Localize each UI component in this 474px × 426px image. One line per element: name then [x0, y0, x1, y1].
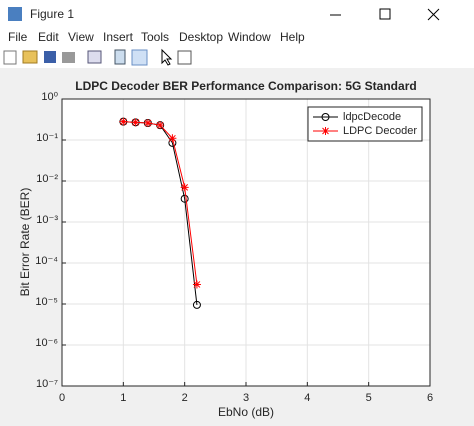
y-tick-label: 10⁻³: [36, 214, 58, 226]
y-tick-label: 10⁻⁷: [36, 378, 58, 390]
y-tick-label: 10⁻²: [36, 173, 58, 185]
toolbar-icon[interactable]: [161, 48, 173, 66]
title-bar: [0, 0, 474, 30]
window-title: Figure 1: [30, 7, 74, 21]
marker: [192, 280, 201, 289]
y-tick-label: 10⁻⁴: [35, 255, 58, 267]
chart-title: LDPC Decoder BER Performance Comparison:…: [75, 79, 416, 93]
menu-item[interactable]: Window: [228, 30, 271, 44]
toolbar-icon[interactable]: [22, 50, 38, 64]
y-tick-label: 10⁻⁶: [35, 337, 58, 349]
menu-item[interactable]: Tools: [141, 30, 169, 44]
marker: [119, 117, 128, 126]
close-button[interactable]: [427, 8, 440, 21]
y-tick-label: 10⁻⁵: [35, 296, 58, 308]
menu-item[interactable]: Help: [280, 30, 305, 44]
toolbar-icon[interactable]: [87, 50, 102, 64]
x-tick-label: 2: [182, 392, 188, 404]
marker: [156, 121, 165, 130]
toolbar-icon[interactable]: [62, 52, 75, 63]
axes-box: [61, 98, 431, 387]
menu-item[interactable]: Insert: [103, 30, 134, 44]
x-axis-label: EbNo (dB): [218, 405, 274, 419]
toolbar: [3, 48, 192, 66]
marker: [131, 118, 140, 127]
marker: [321, 127, 330, 135]
toolbar-icon[interactable]: [114, 49, 126, 65]
menu-item[interactable]: Edit: [38, 30, 59, 44]
marker: [168, 134, 177, 143]
menu-toolbar-area: [0, 30, 474, 68]
toolbar-icon[interactable]: [44, 51, 56, 63]
menu-item[interactable]: Desktop: [179, 30, 223, 44]
y-axis-label: Bit Error Rate (BER): [18, 188, 32, 297]
marker: [192, 300, 201, 309]
x-tick-label: 3: [243, 392, 249, 404]
toolbar-icon[interactable]: [177, 50, 192, 65]
x-tick-label: 1: [120, 392, 126, 404]
x-tick-label: 6: [427, 392, 433, 404]
marker: [321, 113, 330, 121]
marker: [180, 183, 189, 192]
legend-label: ldpcDecode: [343, 111, 401, 123]
menu-item[interactable]: File: [8, 30, 28, 44]
legend-box: [307, 106, 423, 142]
app-icon: [8, 7, 22, 21]
x-tick-label: 5: [366, 392, 372, 404]
menu-bar: File Edit View Insert Tools Desktop Window Help: [8, 30, 305, 44]
toolbar-icon[interactable]: [131, 49, 148, 66]
y-tick-label: 10⁻¹: [36, 132, 58, 144]
x-tick-label: 0: [59, 392, 65, 404]
marker: [180, 194, 189, 203]
y-tick-label: 10⁰: [41, 91, 58, 103]
maximize-button[interactable]: [379, 8, 391, 20]
legend-label: LDPC Decoder: [343, 125, 417, 137]
marker: [143, 118, 152, 127]
x-tick-label: 4: [304, 392, 310, 404]
toolbar-icon[interactable]: [3, 50, 17, 65]
menu-item[interactable]: View: [68, 30, 94, 44]
